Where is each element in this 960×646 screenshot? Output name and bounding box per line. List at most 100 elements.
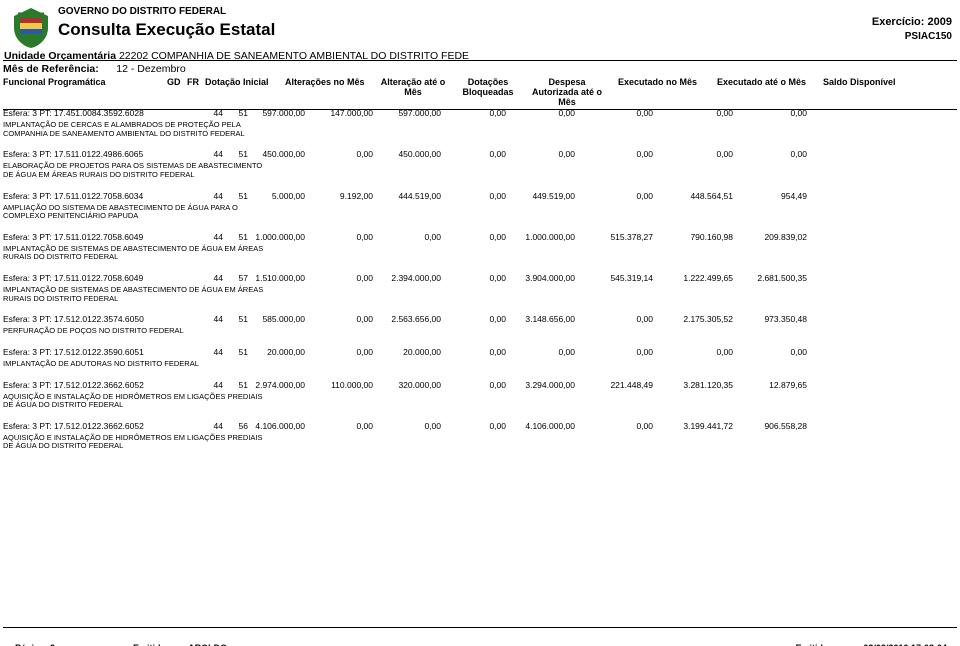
exec-ate-cell: 790.160,98 bbox=[663, 232, 733, 242]
despesa-cell: 3.294.000,00 bbox=[513, 380, 575, 390]
row-description: AMPLIAÇÃO DO SISTEMA DE ABASTECIMENTO DE… bbox=[3, 204, 273, 221]
table-row: Esfera: 3 PT: 17.511.0122.7058.604944571… bbox=[3, 273, 957, 303]
exec-mes-cell: 0,00 bbox=[588, 347, 653, 357]
col-gd: GD bbox=[167, 77, 181, 87]
dotacao-cell: 1.510.000,00 bbox=[250, 273, 305, 283]
header-divider bbox=[3, 60, 957, 61]
gd-cell: 44 bbox=[203, 421, 223, 431]
exec-mes-cell: 0,00 bbox=[588, 314, 653, 324]
row-description: IMPLANTAÇÃO DE SISTEMAS DE ABASTECIMENTO… bbox=[3, 286, 273, 303]
saldo-cell: 209.839,02 bbox=[745, 232, 807, 242]
exercicio-label: Exercício: bbox=[872, 16, 925, 28]
col-bloqueadas: Dotações Bloqueadas bbox=[455, 77, 521, 97]
gd-cell: 44 bbox=[203, 380, 223, 390]
report-page: GOVERNO DO DISTRITO FEDERAL Consulta Exe… bbox=[0, 0, 960, 646]
col-alt-ate: Alteração até o Mês bbox=[378, 77, 448, 97]
dotacao-cell: 20.000,00 bbox=[250, 347, 305, 357]
data-line: Esfera: 3 PT: 17.512.0122.3662.6052 44 56 4… bbox=[3, 421, 957, 433]
exec-ate-cell: 448.564,51 bbox=[663, 191, 733, 201]
row-description: AQUISIÇÃO E INSTALAÇÃO DE HIDRÔMETROS EM… bbox=[3, 434, 273, 451]
exercicio: Exercício: 2009 bbox=[872, 16, 952, 28]
crest-icon bbox=[10, 6, 52, 48]
exec-mes-cell: 221.448,49 bbox=[588, 380, 653, 390]
alt-ate-cell: 450.000,00 bbox=[383, 149, 441, 159]
table-row: Esfera: 3 PT: 17.511.0122.7058.604944511… bbox=[3, 232, 957, 262]
gd-cell: 44 bbox=[203, 108, 223, 118]
gd-cell: 44 bbox=[203, 347, 223, 357]
bloq-cell: 0,00 bbox=[448, 149, 506, 159]
despesa-cell: 449.519,00 bbox=[513, 191, 575, 201]
exec-ate-cell: 0,00 bbox=[663, 149, 733, 159]
alt-mes-cell: 147.000,00 bbox=[313, 108, 373, 118]
table-row: Esfera: 3 PT: 17.512.0122.3662.605244512… bbox=[3, 380, 957, 410]
dotacao-cell: 585.000,00 bbox=[250, 314, 305, 324]
fr-cell: 51 bbox=[228, 232, 248, 242]
data-line: Esfera: 3 PT: 17.511.0122.7058.604944571… bbox=[3, 273, 957, 285]
esfera-cell: Esfera: 3 PT: 17.512.0122.3662.6052 bbox=[3, 421, 144, 431]
bloq-cell: 0,00 bbox=[448, 421, 506, 431]
exec-ate-cell: 2.175.305,52 bbox=[663, 314, 733, 324]
row-description: AQUISIÇÃO E INSTALAÇÃO DE HIDRÔMETROS EM… bbox=[3, 393, 273, 410]
bloq-cell: 0,00 bbox=[448, 191, 506, 201]
data-line: Esfera: 3 PT: 17.511.0122.4986.606544514… bbox=[3, 149, 957, 161]
alt-mes-cell: 0,00 bbox=[313, 421, 373, 431]
exec-mes-cell: 545.319,14 bbox=[588, 273, 653, 283]
despesa-cell: 0,00 bbox=[513, 149, 575, 159]
despesa-cell: 4.106.000,00 bbox=[513, 421, 575, 431]
fr-cell: 56 bbox=[228, 421, 248, 431]
despesa-cell: 0,00 bbox=[513, 108, 575, 118]
saldo-cell: 2.681.500,35 bbox=[745, 273, 807, 283]
reference-month: Mês de Referência: 12 - Dezembro bbox=[3, 63, 957, 75]
col-dotacao: Dotação Inicial bbox=[205, 77, 269, 87]
row-description: IMPLANTAÇÃO DE ADUTORAS NO DISTRITO FEDE… bbox=[3, 360, 273, 369]
report-header: GOVERNO DO DISTRITO FEDERAL Consulta Exe… bbox=[0, 4, 960, 58]
col-funcional: Funcional Programática bbox=[3, 77, 106, 87]
col-exec-mes: Executado no Mês bbox=[618, 77, 697, 87]
alt-ate-cell: 0,00 bbox=[383, 232, 441, 242]
col-alt-mes: Alterações no Mês bbox=[285, 77, 365, 87]
alt-mes-cell: 0,00 bbox=[313, 149, 373, 159]
fr-cell: 51 bbox=[228, 314, 248, 324]
saldo-cell: 973.350,48 bbox=[745, 314, 807, 324]
gd-cell: 44 bbox=[203, 232, 223, 242]
saldo-cell: 0,00 bbox=[745, 347, 807, 357]
alt-mes-cell: 0,00 bbox=[313, 347, 373, 357]
col-saldo: Saldo Disponível bbox=[823, 77, 896, 87]
fr-cell: 51 bbox=[228, 191, 248, 201]
alt-mes-cell: 0,00 bbox=[313, 232, 373, 242]
data-line: Esfera: 3 PT: 17.511.0122.7058.603444515… bbox=[3, 191, 957, 203]
footer-divider bbox=[3, 627, 957, 628]
esfera-cell: Esfera: 3 PT: 17.512.0122.3662.6052 bbox=[3, 380, 144, 390]
fr-cell: 57 bbox=[228, 273, 248, 283]
psiac-code: PSIAC150 bbox=[905, 31, 952, 42]
data-line: Esfera: 3 PT: 17.512.0122.3590.6051 44 512… bbox=[3, 347, 957, 359]
exec-mes-cell: 0,00 bbox=[588, 191, 653, 201]
saldo-cell: 0,00 bbox=[745, 108, 807, 118]
dotacao-cell: 5.000,00 bbox=[250, 191, 305, 201]
exercicio-value: 2009 bbox=[928, 16, 952, 28]
ref-value: 12 - Dezembro bbox=[116, 63, 185, 75]
esfera-cell: Esfera: 3 PT: 17.511.0122.4986.6065 bbox=[3, 149, 143, 159]
fr-cell: 51 bbox=[228, 347, 248, 357]
despesa-cell: 1.000.000,00 bbox=[513, 232, 575, 242]
report-title: Consulta Execução Estatal bbox=[58, 20, 275, 40]
ref-label: Mês de Referência: bbox=[3, 63, 99, 75]
alt-mes-cell: 110.000,00 bbox=[313, 380, 373, 390]
esfera-cell: Esfera: 3 PT: 17.512.0122.3574.6050 bbox=[3, 314, 144, 324]
exec-ate-cell: 1.222.499,65 bbox=[663, 273, 733, 283]
bloq-cell: 0,00 bbox=[448, 108, 506, 118]
col-despesa: Despesa Autorizada até o Mês bbox=[527, 77, 607, 107]
bloq-cell: 0,00 bbox=[448, 380, 506, 390]
table-row: Esfera: 3 PT: 17.511.0122.7058.603444515… bbox=[3, 191, 957, 221]
alt-ate-cell: 0,00 bbox=[383, 421, 441, 431]
exec-ate-cell: 3.199.441,72 bbox=[663, 421, 733, 431]
gd-cell: 44 bbox=[203, 273, 223, 283]
alt-ate-cell: 320.000,00 bbox=[383, 380, 441, 390]
gd-cell: 44 bbox=[203, 191, 223, 201]
esfera-cell: Esfera: 3 PT: 17.512.0122.3590.6051 bbox=[3, 347, 144, 357]
row-description: PERFURAÇÃO DE POÇOS NO DISTRITO FEDERAL bbox=[3, 327, 273, 336]
gd-cell: 44 bbox=[203, 314, 223, 324]
gov-name: GOVERNO DO DISTRITO FEDERAL bbox=[58, 6, 226, 17]
row-description: ELABORAÇÃO DE PROJETOS PARA OS SISTEMAS … bbox=[3, 162, 273, 179]
data-line: Esfera: 3 PT: 17.451.0084.3592.602844515… bbox=[3, 108, 957, 120]
